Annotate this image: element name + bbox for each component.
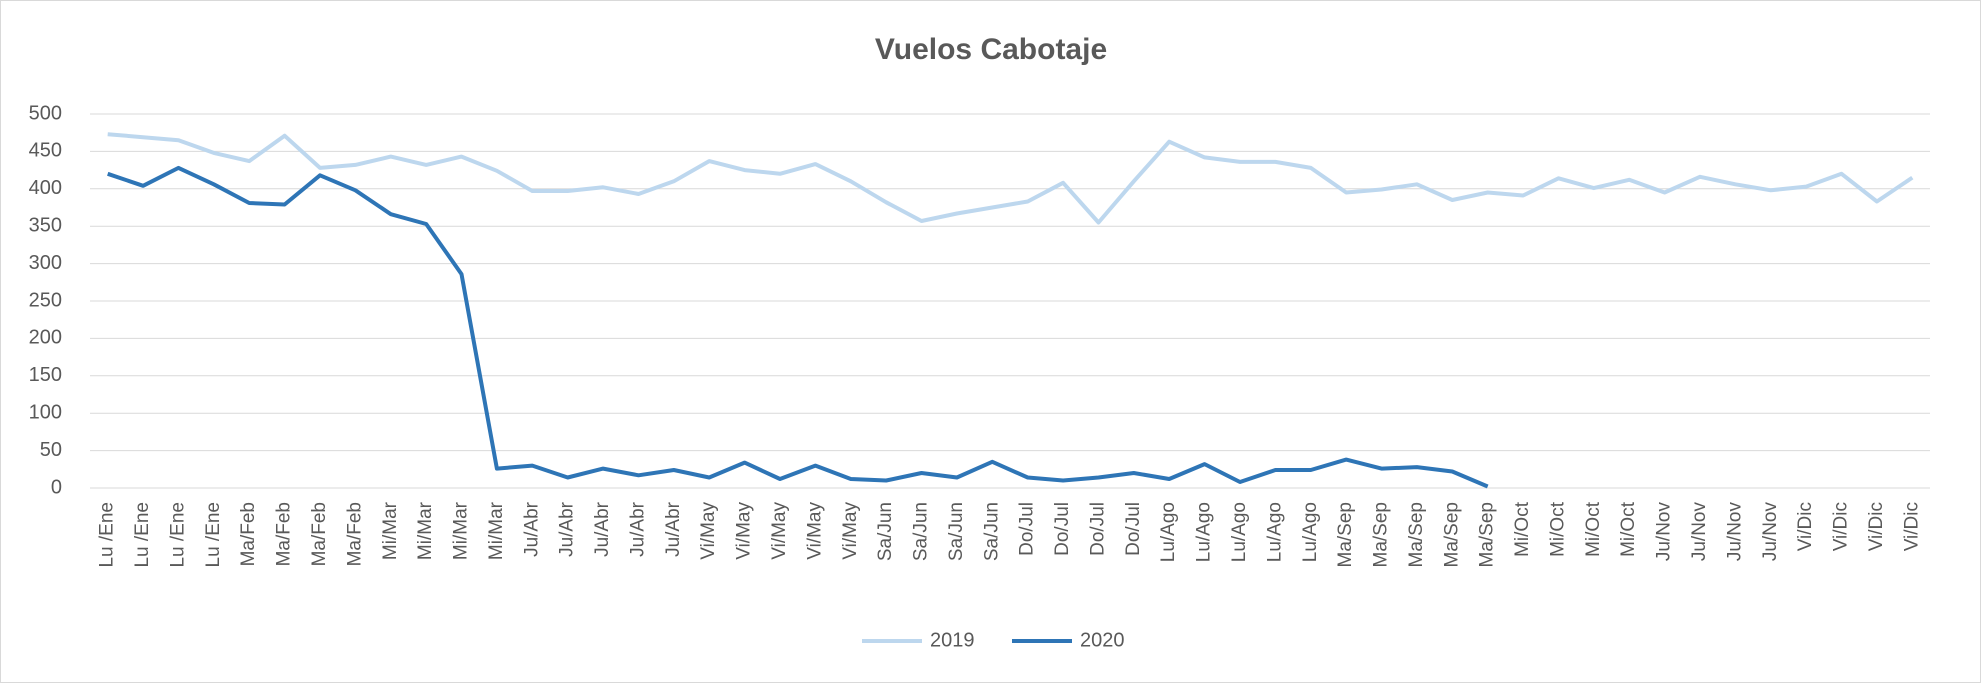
x-tick-label: Do/Jul [1123, 502, 1144, 556]
x-tick-label: Lu /Ene [97, 502, 118, 568]
x-tick-label: Ju/Abr [521, 501, 542, 557]
x-tick-label: Mi/Oct [1583, 501, 1604, 557]
x-tick-label: Sa/Jun [911, 502, 932, 561]
y-tick-label: 100 [29, 401, 62, 423]
x-tick-label: Lu /Ene [132, 502, 153, 568]
x-tick-label: Mi/Oct [1618, 501, 1639, 557]
x-tick-label: Ju/Nov [1689, 502, 1710, 562]
x-tick-label: Ju/Nov [1654, 502, 1675, 562]
x-tick-label: Ma/Feb [309, 502, 330, 566]
y-tick-label: 500 [29, 102, 62, 124]
x-tick-label: Ma/Sep [1335, 502, 1356, 567]
x-tick-label: Lu/Ago [1300, 502, 1321, 562]
x-tick-label: Lu /Ene [167, 502, 188, 568]
y-tick-label: 450 [29, 140, 62, 162]
y-tick-label: 400 [29, 177, 62, 199]
x-tick-label: Ma/Feb [274, 502, 295, 566]
x-tick-label: Vi/May [734, 502, 755, 560]
x-tick-label: Vi/May [698, 502, 719, 560]
y-tick-label: 250 [29, 289, 62, 311]
y-tick-label: 150 [29, 364, 62, 386]
x-tick-label: Vi/Dic [1901, 502, 1922, 551]
y-tick-label: 200 [29, 327, 62, 349]
x-tick-label: Mi/Mar [451, 501, 472, 560]
x-tick-label: Ma/Sep [1477, 502, 1498, 567]
x-tick-label: Sa/Jun [981, 502, 1002, 561]
x-tick-label: Vi/Dic [1831, 502, 1852, 551]
x-tick-label: Ma/Feb [344, 502, 365, 566]
x-tick-label: Sa/Jun [946, 502, 967, 561]
x-tick-label: Ju/Nov [1724, 502, 1745, 562]
x-tick-label: Ju/Abr [557, 501, 578, 557]
x-tick-label: Ju/Abr [592, 501, 613, 557]
x-tick-label: Mi/Mar [486, 501, 507, 560]
series-line [107, 132, 1914, 225]
x-tick-label: Lu /Ene [203, 502, 224, 568]
x-tick-label: Do/Jul [1087, 502, 1108, 556]
series-line [107, 165, 1489, 489]
x-tick-label: Vi/May [840, 502, 861, 560]
y-tick-label: 0 [51, 476, 62, 498]
y-tick-label: 300 [29, 252, 62, 274]
x-tick-label: Sa/Jun [875, 502, 896, 561]
x-tick-label: Ma/Sep [1371, 502, 1392, 567]
x-tick-label: Mi/Mar [380, 501, 401, 560]
x-tick-label: Vi/Dic [1795, 502, 1816, 551]
x-tick-label: Lu/Ago [1158, 502, 1179, 562]
x-tick-label: Lu/Ago [1229, 502, 1250, 562]
x-tick-label: Ma/Sep [1406, 502, 1427, 567]
x-tick-label: Vi/May [769, 502, 790, 560]
x-tick-label: Mi/Oct [1512, 501, 1533, 557]
x-tick-label: Ju/Nov [1760, 502, 1781, 562]
x-tick-label: Do/Jul [1052, 502, 1073, 556]
x-tick-label: Vi/Dic [1866, 502, 1887, 551]
legend-label: 2020 [1080, 629, 1125, 651]
x-tick-label: Ju/Abr [663, 501, 684, 557]
x-tick-label: Mi/Mar [415, 501, 436, 560]
x-tick-label: Lu/Ago [1264, 502, 1285, 562]
x-tick-label: Mi/Oct [1547, 501, 1568, 557]
x-tick-label: Ju/Abr [627, 501, 648, 557]
legend-label: 2019 [930, 629, 975, 651]
chart-title: Vuelos Cabotaje [875, 33, 1107, 66]
y-tick-label: 350 [29, 214, 62, 236]
x-tick-label: Lu/Ago [1194, 502, 1215, 562]
x-tick-label: Do/Jul [1017, 502, 1038, 556]
y-tick-label: 50 [40, 439, 62, 461]
x-tick-label: Ma/Feb [238, 502, 259, 566]
x-tick-label: Vi/May [804, 502, 825, 560]
x-tick-label: Ma/Sep [1441, 502, 1462, 567]
